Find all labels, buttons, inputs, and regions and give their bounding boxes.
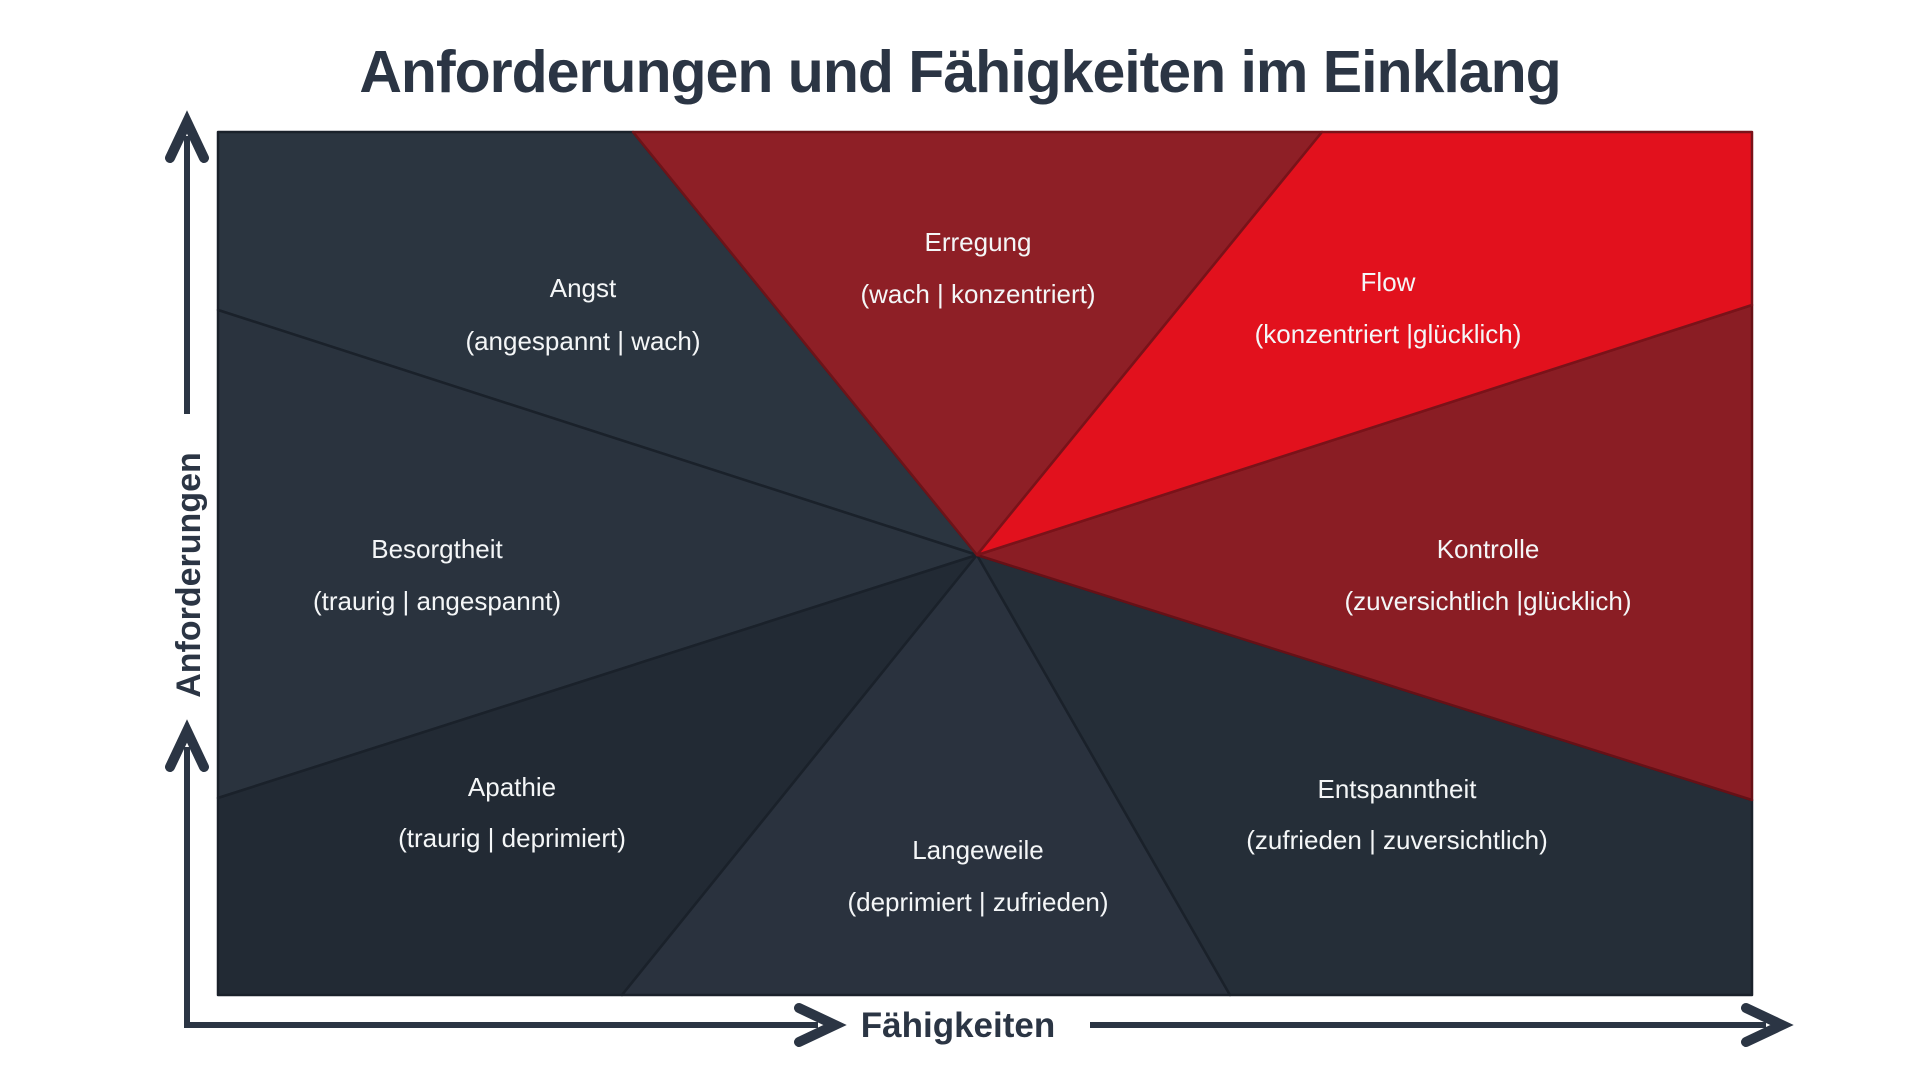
region-name-entspanntheit: Entspanntheit xyxy=(1317,774,1477,804)
region-sublabel-apathie: (traurig | deprimiert) xyxy=(398,823,626,853)
region-sublabel-langeweile: (deprimiert | zufrieden) xyxy=(847,887,1108,917)
y-axis-label: Anforderungen xyxy=(170,452,208,698)
region-sublabel-entspanntheit: (zufrieden | zuversichtlich) xyxy=(1246,825,1548,855)
region-sublabel-kontrolle: (zuversichtlich |glücklich) xyxy=(1344,586,1631,616)
region-name-angst: Angst xyxy=(550,273,617,303)
x-axis-arrow-right-icon xyxy=(1741,1003,1794,1047)
region-sublabel-besorgtheit: (traurig | angespannt) xyxy=(313,586,561,616)
diagram-title: Anforderungen und Fähigkeiten im Einklan… xyxy=(359,39,1561,105)
y-axis-line-lower-and-x-axis-left xyxy=(184,747,818,1028)
region-name-erregung: Erregung xyxy=(925,227,1032,257)
regions-layer: Angst (angespannt | wach) Besorgtheit (trau… xyxy=(216,130,1754,997)
region-sublabel-erregung: (wach | konzentriert) xyxy=(860,279,1095,309)
x-axis-label: Fähigkeiten xyxy=(861,1006,1055,1045)
region-name-langeweile: Langeweile xyxy=(912,835,1044,865)
region-name-apathie: Apathie xyxy=(468,772,556,802)
y-axis-arrow-mid-icon xyxy=(165,719,209,772)
region-sublabel-flow: (konzentriert |glücklich) xyxy=(1255,319,1522,349)
region-name-flow: Flow xyxy=(1361,267,1416,297)
x-axis-arrow-mid-icon xyxy=(794,1003,847,1047)
y-axis-arrow-top-icon xyxy=(165,110,209,163)
region-name-kontrolle: Kontrolle xyxy=(1437,534,1540,564)
region-name-besorgtheit: Besorgtheit xyxy=(371,534,503,564)
axes-layer xyxy=(165,110,1794,1047)
region-flow xyxy=(975,130,1754,557)
region-sublabel-angst: (angespannt | wach) xyxy=(465,326,700,356)
